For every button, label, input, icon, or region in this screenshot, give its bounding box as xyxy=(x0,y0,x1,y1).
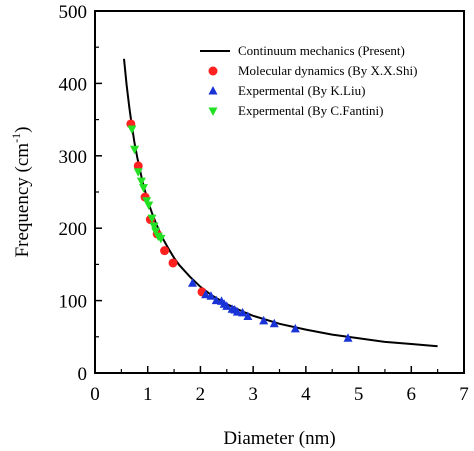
legend: Continuum mechanics (Present) Molecular d… xyxy=(200,43,417,118)
y-tick-label: 0 xyxy=(78,364,88,385)
y-tick-label: 100 xyxy=(59,292,88,313)
x-tick-label: 6 xyxy=(407,384,417,405)
liu-point xyxy=(343,333,353,342)
fantini-point xyxy=(127,125,137,135)
x-tick-label: 1 xyxy=(143,384,153,405)
fantini-point xyxy=(130,145,140,155)
continuum-curve xyxy=(123,58,438,348)
y-tick-label: 400 xyxy=(59,74,88,95)
liu-point xyxy=(243,311,253,321)
fantini-point xyxy=(144,201,154,211)
x-tick-label: 2 xyxy=(196,384,206,405)
fantini-point xyxy=(133,168,143,177)
liu-point xyxy=(269,318,279,328)
points-layer xyxy=(126,119,353,342)
y-tick-label: 500 xyxy=(59,2,88,23)
legend-marker-swatch xyxy=(208,107,218,116)
x-tick-label: 3 xyxy=(248,384,258,405)
curve-layer xyxy=(123,58,438,348)
fantini-point xyxy=(147,214,157,224)
y-axis-title-superscript: -1 xyxy=(9,133,23,143)
legend-label: Expermental (By K.Liu) xyxy=(238,83,365,98)
liu-point xyxy=(222,301,232,310)
x-tick-label: 0 xyxy=(90,384,100,405)
fantini-point xyxy=(156,234,166,244)
x-tick-label: 4 xyxy=(301,384,311,405)
md-point xyxy=(168,258,178,268)
fantini-point xyxy=(142,197,152,206)
legend-marker-swatch xyxy=(208,66,218,76)
legend-label: Expermental (By C.Fantini) xyxy=(238,103,384,118)
liu-point xyxy=(201,289,211,299)
liu-point xyxy=(206,291,216,300)
x-tick-label: 5 xyxy=(354,384,364,405)
fantini-point xyxy=(151,227,161,237)
legend-label: Continuum mechanics (Present) xyxy=(238,43,405,58)
legend-label: Molecular dynamics (By X.X.Shi) xyxy=(238,63,417,78)
fantini-point xyxy=(138,184,148,193)
y-axis-title-close: ) xyxy=(12,127,33,133)
x-tick-label: 7 xyxy=(459,384,469,405)
fantini-point xyxy=(136,177,146,187)
liu-point xyxy=(232,307,242,316)
y-tick-label: 300 xyxy=(59,147,88,168)
fantini-point xyxy=(149,222,159,232)
liu-point xyxy=(211,295,221,305)
liu-point xyxy=(290,323,300,333)
liu-point xyxy=(188,278,198,287)
liu-point xyxy=(238,307,248,317)
legend-marker-swatch xyxy=(208,86,218,95)
y-axis-title: Frequency (cm-1) xyxy=(9,127,33,258)
y-tick-label: 200 xyxy=(59,219,88,240)
md-point xyxy=(160,246,170,256)
md-point xyxy=(133,161,143,171)
x-axis-title: Diameter (nm) xyxy=(223,428,335,449)
axes: 0 1 2 3 4 5 6 7 0 100 200 300 400 500 Diameter (nm) Fre… xyxy=(9,2,469,449)
liu-point xyxy=(259,315,269,325)
